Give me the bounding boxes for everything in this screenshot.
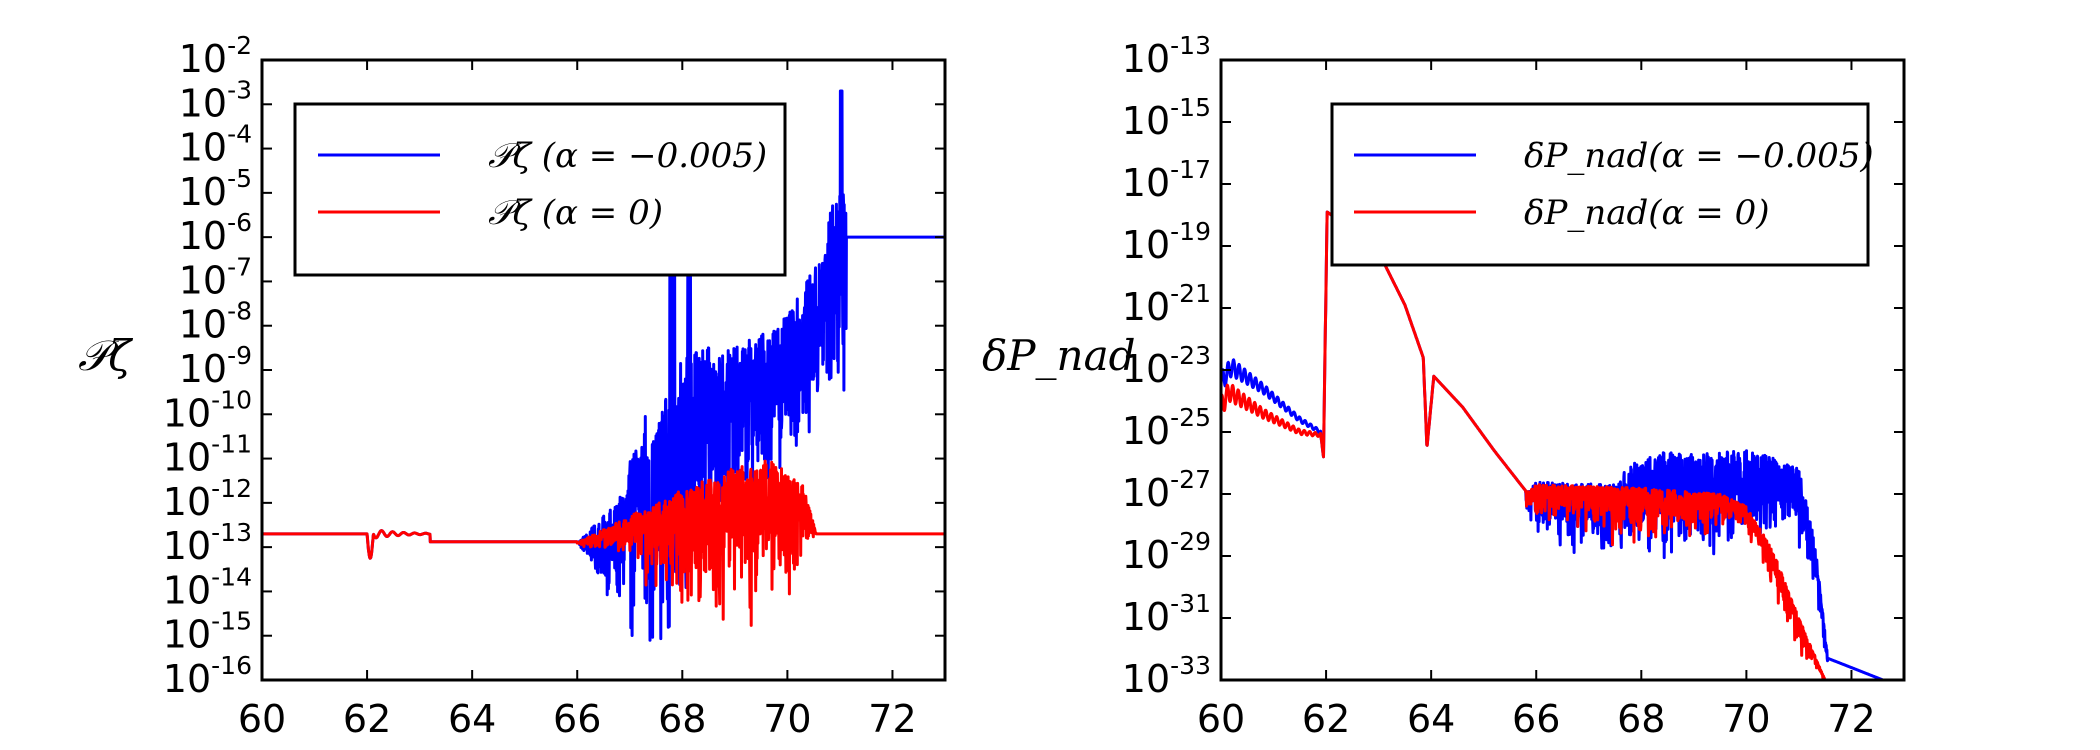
left-y-tick-label: 10-9: [179, 341, 252, 391]
left-y-tick-label: 10-3: [179, 75, 252, 125]
right-legend-box: [1330, 102, 1870, 267]
right-y-tick-label: 10-25: [1122, 403, 1211, 453]
right-y-tick-label: 10-29: [1122, 527, 1211, 577]
right-x-tick-label: 70: [1722, 697, 1770, 741]
left-y-tick-label: 10-2: [179, 31, 252, 81]
right-x-tick-label: 72: [1827, 697, 1875, 741]
right-y-tick-label: 10-13: [1122, 31, 1211, 81]
left-y-tick-label: 10-11: [163, 430, 252, 480]
left-y-tick-label: 10-14: [163, 562, 252, 612]
right-panel: 60 62 64 66 68 70 72 10-33 10-31 10-29 10-27 10-25 1…: [982, 31, 1906, 741]
right-legend-label-0: δP_nad(α = −0.005): [1524, 136, 1874, 176]
right-y-tick-label: 10-27: [1122, 465, 1211, 515]
left-legend-box: [293, 102, 787, 277]
right-y-tick-label: 10-33: [1122, 651, 1211, 701]
left-y-tick-label: 10-8: [179, 297, 252, 347]
right-ylabel: δP_nad: [982, 331, 1136, 380]
left-y-tick-label: 10-5: [179, 164, 252, 214]
left-y-tick-label: 10-7: [179, 252, 252, 302]
right-x-tick-label: 62: [1302, 697, 1350, 741]
right-y-tick-label: 10-15: [1122, 93, 1211, 143]
right-legend: δP_nad(α = −0.005) δP_nad(α = 0): [1330, 102, 1874, 267]
right-y-tick-label: 10-23: [1122, 341, 1211, 391]
left-x-tick-label: 66: [553, 697, 601, 741]
right-x-tick-label: 66: [1512, 697, 1560, 741]
left-x-tick-label: 72: [868, 697, 916, 741]
left-series-line-1: [262, 459, 945, 627]
right-y-tick-label: 10-31: [1122, 589, 1211, 639]
left-y-tick-label: 10-15: [163, 607, 252, 657]
right-legend-label-1: δP_nad(α = 0): [1524, 193, 1770, 233]
right-x-tick-label: 68: [1617, 697, 1665, 741]
right-ticks: 60 62 64 66 68 70 72 10-33 10-31 10-29 10-27 10-25 1…: [1122, 31, 1904, 741]
right-x-tick-label: 60: [1197, 697, 1245, 741]
left-legend: 𝒫ζ (α = −0.005) 𝒫ζ (α = 0): [293, 102, 787, 277]
left-y-tick-label: 10-4: [179, 120, 252, 170]
left-y-tick-label: 10-16: [163, 651, 252, 701]
left-y-tick-label: 10-12: [163, 474, 252, 524]
left-y-tick-label: 10-13: [163, 518, 252, 568]
right-series-layer: [1221, 210, 1889, 680]
left-x-tick-label: 62: [343, 697, 391, 741]
right-y-tick-label: 10-17: [1122, 155, 1211, 205]
left-x-tick-label: 68: [658, 697, 706, 741]
left-panel: 60 62 64 66 68 70 7210-1610-1510-1410-1310-121…: [78, 31, 947, 741]
left-ylabel: 𝒫ζ: [78, 331, 133, 380]
left-legend-label-0: 𝒫ζ (α = −0.005): [488, 136, 767, 176]
right-x-tick-label: 64: [1407, 697, 1455, 741]
left-series-layer: [262, 89, 945, 642]
left-ticks: 60 62 64 66 68 70 7210-1610-1510-1410-1310-121…: [163, 31, 945, 741]
left-x-tick-label: 70: [763, 697, 811, 741]
right-series-line-1: [1221, 210, 1830, 680]
left-x-tick-label: 60: [238, 697, 286, 741]
left-legend-label-1: 𝒫ζ (α = 0): [488, 193, 663, 233]
right-y-tick-label: 10-19: [1122, 217, 1211, 267]
right-y-tick-label: 10-21: [1122, 279, 1211, 329]
left-y-tick-label: 10-6: [179, 208, 252, 258]
left-y-tick-label: 10-10: [163, 385, 252, 435]
left-x-tick-label: 64: [448, 697, 496, 741]
